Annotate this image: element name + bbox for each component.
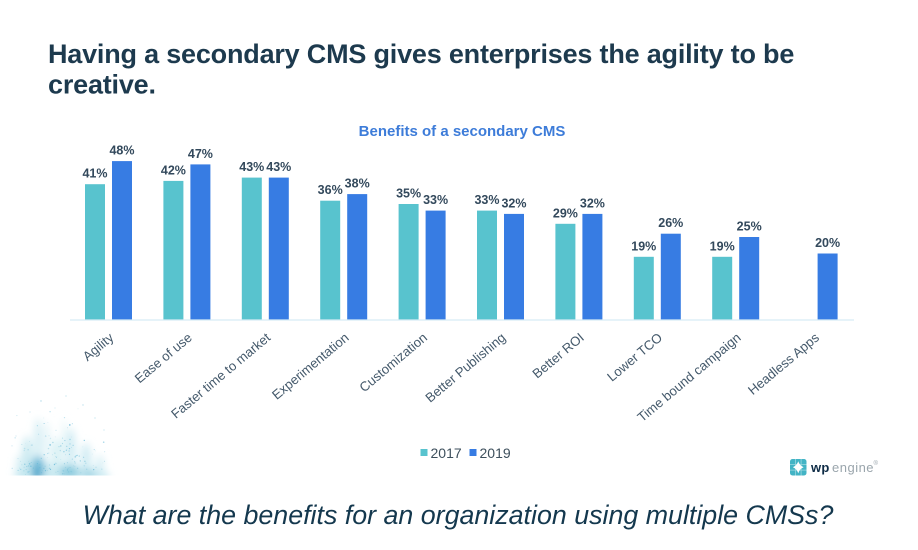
svg-text:43%: 43% <box>266 160 291 174</box>
svg-text:35%: 35% <box>396 187 421 201</box>
svg-text:26%: 26% <box>658 216 683 230</box>
svg-text:32%: 32% <box>501 196 526 210</box>
svg-text:What are the benefits for an o: What are the benefits for an organizatio… <box>83 500 834 530</box>
svg-text:48%: 48% <box>109 144 134 158</box>
svg-text:43%: 43% <box>239 160 264 174</box>
svg-text:29%: 29% <box>553 206 578 220</box>
svg-text:2017: 2017 <box>431 445 462 461</box>
svg-text:19%: 19% <box>631 239 656 253</box>
svg-text:32%: 32% <box>580 196 605 210</box>
svg-text:47%: 47% <box>188 147 213 161</box>
svg-text:Benefits of a secondary CMS: Benefits of a secondary CMS <box>359 123 566 140</box>
svg-text:41%: 41% <box>82 167 107 181</box>
svg-text:®: ® <box>874 460 879 467</box>
svg-text:wp: wp <box>810 460 830 475</box>
svg-text:33%: 33% <box>474 193 499 207</box>
svg-text:38%: 38% <box>345 177 370 191</box>
svg-text:19%: 19% <box>710 239 735 253</box>
svg-text:36%: 36% <box>318 183 343 197</box>
svg-text:33%: 33% <box>423 193 448 207</box>
svg-text:Having a secondary CMS gives e: Having a secondary CMS gives enterprises… <box>48 39 794 69</box>
svg-text:20%: 20% <box>815 236 840 250</box>
svg-text:engine: engine <box>832 460 874 475</box>
svg-text:2019: 2019 <box>480 445 511 461</box>
svg-text:42%: 42% <box>161 163 186 177</box>
svg-text:creative.: creative. <box>48 69 156 99</box>
svg-text:25%: 25% <box>737 220 762 234</box>
